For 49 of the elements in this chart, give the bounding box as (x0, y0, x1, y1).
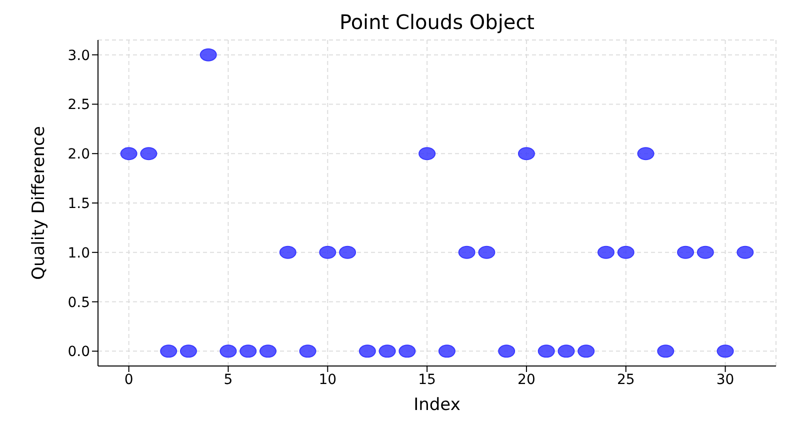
y-tick-label: 3.0 (68, 48, 90, 64)
chart-title: Point Clouds Object (338, 9, 536, 36)
point (716, 344, 734, 358)
point (657, 344, 674, 358)
point (438, 344, 456, 358)
point (498, 344, 516, 358)
point (736, 246, 754, 259)
point (518, 147, 535, 160)
y-tick-label: 0.0 (68, 344, 90, 360)
point (598, 246, 615, 259)
point (220, 344, 237, 358)
point (458, 246, 476, 259)
point (696, 246, 714, 259)
point (578, 344, 595, 358)
point (120, 147, 138, 160)
point (558, 344, 575, 358)
x-tick-label: 5 (224, 372, 233, 388)
x-tick-label: 25 (616, 372, 635, 388)
x-tick-label: 0 (124, 372, 134, 388)
y-tick-label: 1.0 (68, 245, 90, 262)
point (299, 344, 316, 358)
point (538, 344, 555, 358)
point (378, 344, 396, 358)
point (637, 147, 654, 160)
y-tick-label: 2.5 (68, 97, 90, 114)
point (358, 344, 376, 358)
x-tick-label: 10 (318, 372, 337, 388)
point (478, 246, 496, 259)
point (398, 344, 416, 358)
point (279, 246, 296, 259)
point (160, 344, 178, 358)
point (418, 147, 436, 160)
point (677, 246, 694, 259)
y-tick-label: 0.5 (68, 294, 90, 311)
y-tick-label: 2.0 (68, 146, 90, 163)
point (200, 48, 217, 62)
point (259, 344, 276, 358)
point (319, 246, 336, 259)
y-axis-title: Quality Difference (29, 126, 50, 280)
x-axis-title: Index (414, 395, 460, 415)
point (339, 246, 356, 259)
x-tick-label: 15 (418, 372, 436, 388)
x-tick-label: 20 (518, 372, 536, 388)
point (180, 344, 197, 358)
x-tick-label: 30 (716, 372, 734, 388)
point (240, 344, 257, 358)
point (617, 246, 634, 259)
point (140, 147, 158, 160)
y-tick-label: 1.5 (68, 196, 90, 212)
